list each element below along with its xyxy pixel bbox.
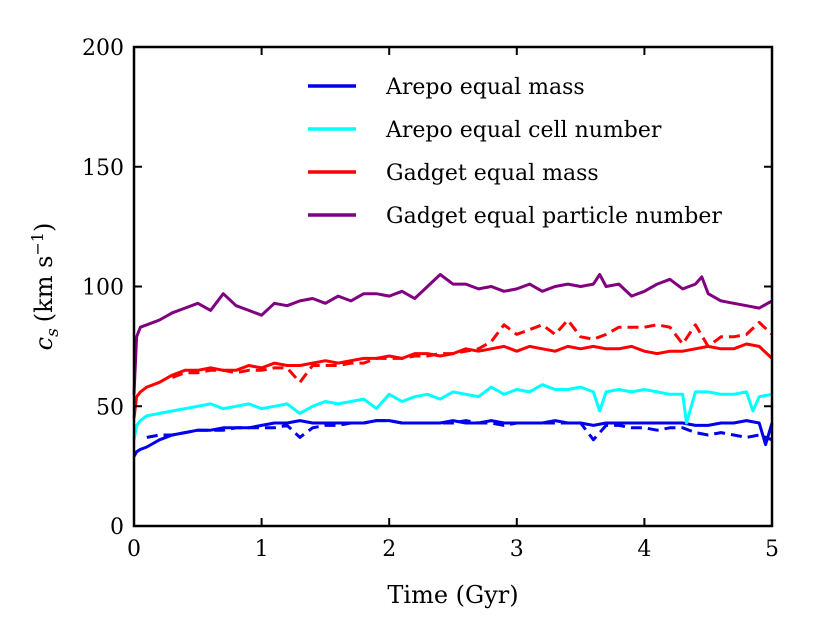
y-tick-label: 150 [82, 156, 124, 181]
series-line-1 [132, 419, 774, 458]
x-tick-label: 2 [382, 537, 396, 562]
y-tick-label: 0 [110, 515, 124, 540]
x-axis-label: Time (Gyr) [387, 581, 518, 609]
legend-label: Gadget equal particle number [386, 204, 722, 229]
y-axis-unit-exp: −1 [28, 232, 47, 256]
x-tick-label: 0 [127, 537, 141, 562]
series-line-6 [132, 273, 773, 395]
series-layer [132, 273, 774, 458]
series-line-3 [132, 383, 773, 441]
y-tick-label: 200 [82, 36, 124, 61]
legend-label: Arepo equal mass [385, 75, 585, 100]
y-tick-label: 50 [96, 395, 124, 420]
series-line-2 [146, 419, 773, 442]
legend-label: Arepo equal cell number [385, 118, 662, 143]
y-axis-subscript: s [43, 328, 63, 337]
y-axis-symbol: c [30, 337, 58, 350]
y-axis-label: cs (km s−1) [28, 223, 63, 351]
x-tick-label: 5 [765, 537, 779, 562]
y-axis-unit-close: ) [30, 223, 58, 232]
y-axis-unit-open: (km s [30, 256, 58, 323]
x-tick-label: 4 [637, 537, 651, 562]
y-tick-label: 100 [82, 276, 124, 301]
legend: Arepo equal mass Arepo equal cell number G… [308, 75, 722, 229]
legend-label: Gadget equal mass [386, 161, 599, 186]
x-tick-label: 3 [510, 537, 524, 562]
x-tick-label: 1 [255, 537, 269, 562]
series-line-4 [132, 342, 774, 419]
